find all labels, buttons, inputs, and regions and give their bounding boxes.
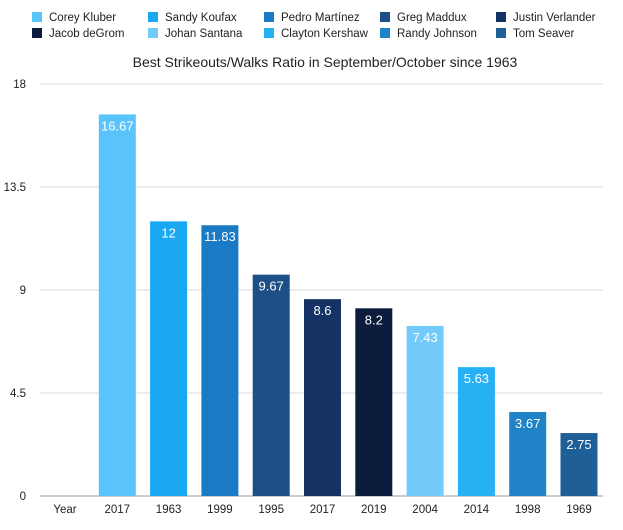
legend-swatch bbox=[496, 28, 506, 38]
bar-value-label: 5.63 bbox=[464, 371, 489, 386]
legend-entry: Sandy Koufax bbox=[165, 12, 237, 24]
x-tick-label: 2017 bbox=[310, 504, 336, 516]
bar-value-label: 8.6 bbox=[313, 303, 331, 318]
x-tick-label: 2019 bbox=[361, 504, 387, 516]
y-tick-label: 9 bbox=[20, 285, 26, 297]
bar-value-label: 11.83 bbox=[204, 229, 236, 244]
legend-swatch bbox=[496, 12, 506, 22]
legend-entry: Greg Maddux bbox=[397, 12, 467, 24]
bar-value-label: 8.2 bbox=[365, 312, 383, 327]
x-tick-label: 1999 bbox=[207, 504, 233, 516]
legend-swatch bbox=[264, 28, 274, 38]
legend-entry: Randy Johnson bbox=[397, 28, 477, 40]
legend-swatch bbox=[148, 28, 158, 38]
x-axis-label: Year bbox=[53, 504, 76, 516]
bar bbox=[252, 274, 290, 496]
x-tick-label: 1969 bbox=[566, 504, 592, 516]
legend-entry: Corey Kluber bbox=[49, 12, 116, 24]
bar-value-label: 7.43 bbox=[412, 330, 437, 345]
bar bbox=[406, 325, 444, 496]
y-tick-label: 13.5 bbox=[4, 182, 26, 194]
chart-title: Best Strikeouts/Walks Ratio in September… bbox=[133, 54, 518, 70]
bar bbox=[98, 114, 136, 496]
bar bbox=[457, 367, 495, 496]
legend-entry: Tom Seaver bbox=[513, 28, 575, 40]
bar-value-label: 16.67 bbox=[101, 118, 134, 133]
bar bbox=[150, 221, 188, 497]
bars: 16.67 12 11.83 9.67 8.6 8.2 7.43 5.63 3.67 2.75 bbox=[98, 114, 598, 497]
x-tick-label: 1963 bbox=[156, 504, 182, 516]
bar bbox=[201, 225, 239, 497]
x-tick-label: 2004 bbox=[412, 504, 438, 516]
legend-entry: Clayton Kershaw bbox=[281, 28, 369, 40]
bar bbox=[560, 433, 598, 496]
y-tick-label: 0 bbox=[20, 491, 26, 503]
bar bbox=[509, 411, 547, 496]
x-tick-label: 2014 bbox=[464, 504, 490, 516]
legend-swatch bbox=[264, 12, 274, 22]
legend-swatch bbox=[380, 28, 390, 38]
bar-value-label: 12 bbox=[161, 225, 175, 240]
legend-entry: Johan Santana bbox=[165, 28, 243, 40]
bar bbox=[304, 299, 341, 496]
bar-value-label: 9.67 bbox=[259, 279, 284, 294]
legend-entry: Pedro Martínez bbox=[281, 12, 360, 24]
legend-swatch bbox=[32, 28, 42, 38]
legend-swatch bbox=[148, 12, 158, 22]
y-tick-label: 4.5 bbox=[10, 388, 26, 400]
legend-swatch bbox=[380, 12, 390, 22]
x-tick-label: 1998 bbox=[515, 504, 541, 516]
x-axis-categories: Year 2017 1963 1999 1995 2017 2019 2004 2014 199… bbox=[53, 504, 591, 516]
legend-entry: Justin Verlander bbox=[513, 12, 596, 24]
x-tick-label: 1995 bbox=[258, 504, 284, 516]
legend-swatch bbox=[32, 12, 42, 22]
bar-value-label: 2.75 bbox=[566, 437, 591, 452]
x-tick-label: 2017 bbox=[105, 504, 131, 516]
bar bbox=[355, 308, 393, 496]
y-axis-ticks: 0 4.5 9 13.5 18 bbox=[4, 79, 26, 503]
y-tick-label: 18 bbox=[13, 79, 26, 91]
legend-entry: Jacob deGrom bbox=[49, 28, 124, 40]
bar-value-label: 3.67 bbox=[515, 416, 540, 431]
chart-legend: Corey Kluber Sandy Koufax Pedro Martínez Gr… bbox=[32, 12, 596, 40]
